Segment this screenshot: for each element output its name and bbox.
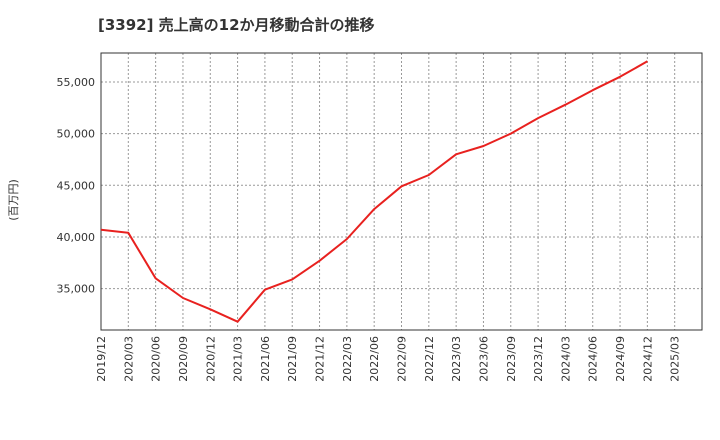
y-tick-label: 40,000 [57, 231, 96, 244]
x-tick-label: 2021/06 [259, 336, 272, 382]
y-tick-label: 55,000 [57, 76, 96, 89]
y-tick-label: 50,000 [57, 128, 96, 141]
gridlines [101, 53, 702, 330]
y-axis: 35,000 40,000 45,000 50,000 55,000 [57, 76, 96, 296]
x-tick-label: 2020/03 [122, 336, 135, 382]
x-tick-label: 2024/03 [559, 336, 572, 382]
x-tick-label: 2021/12 [314, 336, 327, 382]
y-tick-label: 45,000 [57, 179, 96, 192]
x-tick-label: 2023/12 [532, 336, 545, 382]
x-axis: 2019/12 2020/03 2020/06 2020/09 2020/12 2021/… [95, 336, 682, 382]
x-tick-label: 2025/03 [669, 336, 682, 382]
x-tick-label: 2023/09 [505, 336, 518, 382]
chart-title: [3392] 売上高の12か月移動合計の推移 [98, 16, 375, 34]
x-tick-label: 2021/03 [232, 336, 245, 382]
x-tick-label: 2019/12 [95, 336, 108, 382]
y-axis-label: (百万円) [7, 179, 20, 221]
plot-area [100, 52, 703, 331]
x-tick-label: 2023/03 [450, 336, 463, 382]
x-tick-label: 2024/06 [587, 336, 600, 382]
x-tick-label: 2024/09 [614, 336, 627, 382]
y-tick-label: 35,000 [57, 283, 96, 296]
x-tick-label: 2021/09 [286, 336, 299, 382]
x-tick-label: 2023/06 [477, 336, 490, 382]
x-tick-label: 2022/12 [423, 336, 436, 382]
series-layer [100, 60, 648, 323]
x-tick-label: 2022/09 [396, 336, 409, 382]
x-tick-label: 2020/06 [150, 336, 163, 382]
x-tick-label: 2020/12 [204, 336, 217, 382]
x-tick-label: 2022/03 [341, 336, 354, 382]
x-tick-label: 2024/12 [641, 336, 654, 382]
x-tick-label: 2022/06 [368, 336, 381, 382]
x-tick-label: 2020/09 [177, 336, 190, 382]
